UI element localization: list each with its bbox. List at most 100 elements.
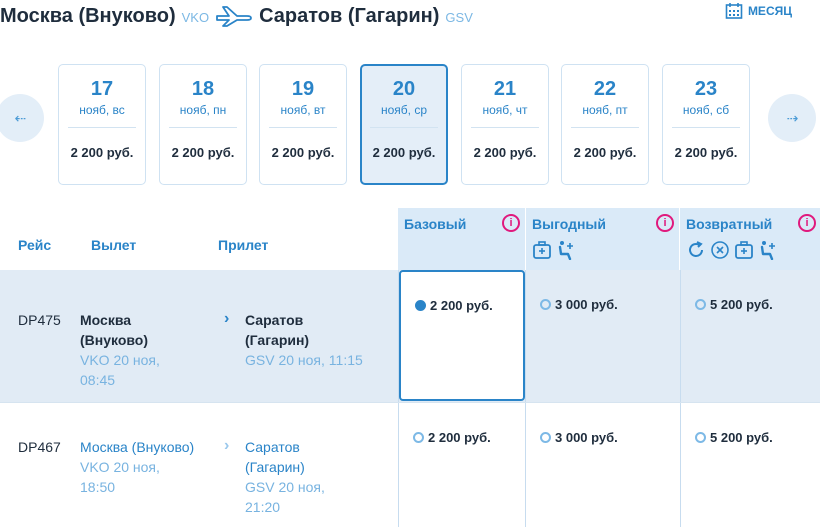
- date-weekday: нояб, вс: [79, 103, 125, 117]
- fare-option-base-selected[interactable]: 2 200 руб.: [399, 270, 525, 401]
- date-price: 2 200 руб.: [372, 145, 436, 160]
- date-card-22[interactable]: 22 нояб, пт 2 200 руб.: [561, 64, 649, 185]
- fare-price: 3 000 руб.: [540, 297, 618, 312]
- destination-city: Саратов (Гагарин): [259, 4, 440, 27]
- refund-icon: [689, 241, 703, 257]
- date-divider: [370, 127, 438, 128]
- table-header: Рейс Вылет Прилет: [0, 208, 398, 270]
- fare-header-base: Базовый i: [398, 208, 525, 270]
- baggage-icon: [533, 241, 551, 259]
- date-price: 2 200 руб.: [70, 145, 134, 160]
- arrival-city-airport: (Гагарин): [245, 459, 305, 475]
- radio-button-selected[interactable]: [415, 300, 426, 311]
- baggage-icon: [735, 241, 753, 259]
- arrival-time: GSV 20 ноя,: [245, 479, 325, 495]
- chevron-right-icon: ›: [224, 437, 230, 454]
- date-divider: [672, 127, 740, 128]
- date-weekday: нояб, ср: [380, 103, 427, 117]
- departure-info: Москва (Внуково) VKO 20 ноя, 18:50: [80, 437, 220, 497]
- fare-features: [686, 240, 778, 260]
- date-card-23[interactable]: 23 нояб, сб 2 200 руб.: [662, 64, 750, 185]
- arrival-time: GSV 20 ноя, 11:15: [245, 352, 363, 368]
- info-icon[interactable]: i: [656, 214, 674, 232]
- date-day: 17: [90, 78, 114, 100]
- date-price: 2 200 руб.: [573, 145, 637, 160]
- flight-row-dp467[interactable]: DP467 Москва (Внуково) VKO 20 ноя, 18:50…: [0, 402, 820, 527]
- fare-price-value: 3 000 руб.: [555, 430, 618, 445]
- arrow-right-icon: ⇢: [786, 109, 799, 126]
- date-divider: [169, 127, 237, 128]
- fare-price-value: 5 200 руб.: [710, 430, 773, 445]
- plane-icon: [216, 6, 253, 27]
- radio-button[interactable]: [540, 299, 551, 310]
- flight-number: DP475: [18, 312, 61, 328]
- fare-option-profitable[interactable]: 3 000 руб.: [525, 270, 680, 402]
- radio-button[interactable]: [413, 432, 424, 443]
- arrival-city: Саратов: [245, 439, 300, 455]
- destination-code: GSV: [445, 10, 473, 25]
- date-card-20-selected[interactable]: 20 нояб, ср 2 200 руб.: [360, 64, 448, 185]
- flights-table: Рейс Вылет Прилет Базовый i Выгодный i В…: [0, 208, 820, 527]
- fare-option-return[interactable]: 5 200 руб.: [680, 270, 820, 402]
- next-dates-button[interactable]: ⇢: [768, 94, 816, 142]
- month-button-label: МЕСЯЦ: [747, 4, 792, 18]
- date-day: 23: [694, 78, 718, 100]
- fare-option-return[interactable]: 5 200 руб.: [680, 403, 820, 527]
- departure-time-hour: 18:50: [80, 479, 116, 495]
- exchange-icon: [711, 241, 729, 259]
- arrival-city-airport: (Гагарин): [245, 332, 310, 348]
- col-arrival-header: Прилет: [218, 237, 269, 253]
- month-button[interactable]: МЕСЯЦ: [725, 2, 792, 20]
- fare-price: 5 200 руб.: [695, 297, 773, 312]
- info-icon[interactable]: i: [798, 214, 816, 232]
- seat-icon: [558, 241, 573, 260]
- date-card-21[interactable]: 21 нояб, чт 2 200 руб.: [461, 64, 549, 185]
- date-day: 18: [191, 78, 215, 100]
- date-weekday: нояб, пн: [179, 103, 227, 117]
- origin-code: VKO: [181, 10, 210, 25]
- radio-button[interactable]: [695, 299, 706, 310]
- info-icon[interactable]: i: [502, 214, 520, 232]
- fare-option-base[interactable]: 2 200 руб.: [398, 403, 525, 527]
- departure-city: Москва: [80, 312, 132, 328]
- date-day: 22: [593, 78, 617, 100]
- date-divider: [269, 127, 337, 128]
- seat-icon: [760, 241, 775, 260]
- fare-price-value: 2 200 руб.: [428, 430, 491, 445]
- departure-city-airport: (Внуково): [80, 332, 149, 348]
- date-price: 2 200 руб.: [171, 145, 235, 160]
- date-price: 2 200 руб.: [271, 145, 335, 160]
- radio-button[interactable]: [540, 432, 551, 443]
- col-departure-header: Вылет: [91, 237, 137, 253]
- fare-price: 5 200 руб.: [695, 430, 773, 445]
- prev-dates-button[interactable]: ⇠: [0, 94, 44, 142]
- departure-time: VKO 20 ноя,: [80, 459, 160, 475]
- arrival-time-hour: 21:20: [245, 499, 281, 515]
- fare-price-value: 5 200 руб.: [710, 297, 773, 312]
- date-weekday: нояб, вт: [280, 103, 326, 117]
- date-card-19[interactable]: 19 нояб, вт 2 200 руб.: [259, 64, 347, 185]
- fare-option-profitable[interactable]: 3 000 руб.: [525, 403, 680, 527]
- date-divider: [471, 127, 539, 128]
- fare-header-return: Возвратный i: [680, 208, 820, 270]
- date-weekday: нояб, сб: [682, 103, 730, 117]
- date-price: 2 200 руб.: [473, 145, 537, 160]
- date-price: 2 200 руб.: [674, 145, 738, 160]
- radio-button[interactable]: [695, 432, 706, 443]
- date-divider: [571, 127, 639, 128]
- date-day: 19: [291, 78, 315, 100]
- date-divider: [68, 127, 136, 128]
- date-weekday: нояб, пт: [582, 103, 628, 117]
- arrival-city: Саратов: [245, 312, 304, 328]
- fare-name: Возвратный: [686, 216, 773, 232]
- flight-number: DP467: [18, 439, 61, 455]
- fare-name: Базовый: [404, 216, 467, 232]
- fare-price: 2 200 руб.: [415, 298, 493, 313]
- date-card-18[interactable]: 18 нояб, пн 2 200 руб.: [159, 64, 247, 185]
- date-day: 21: [493, 78, 517, 100]
- fare-price-value: 2 200 руб.: [430, 298, 493, 313]
- date-card-17[interactable]: 17 нояб, вс 2 200 руб.: [58, 64, 146, 185]
- fare-price: 3 000 руб.: [540, 430, 618, 445]
- route-header: Москва (Внуково) VKO Саратов (Гагарин) G…: [0, 2, 473, 30]
